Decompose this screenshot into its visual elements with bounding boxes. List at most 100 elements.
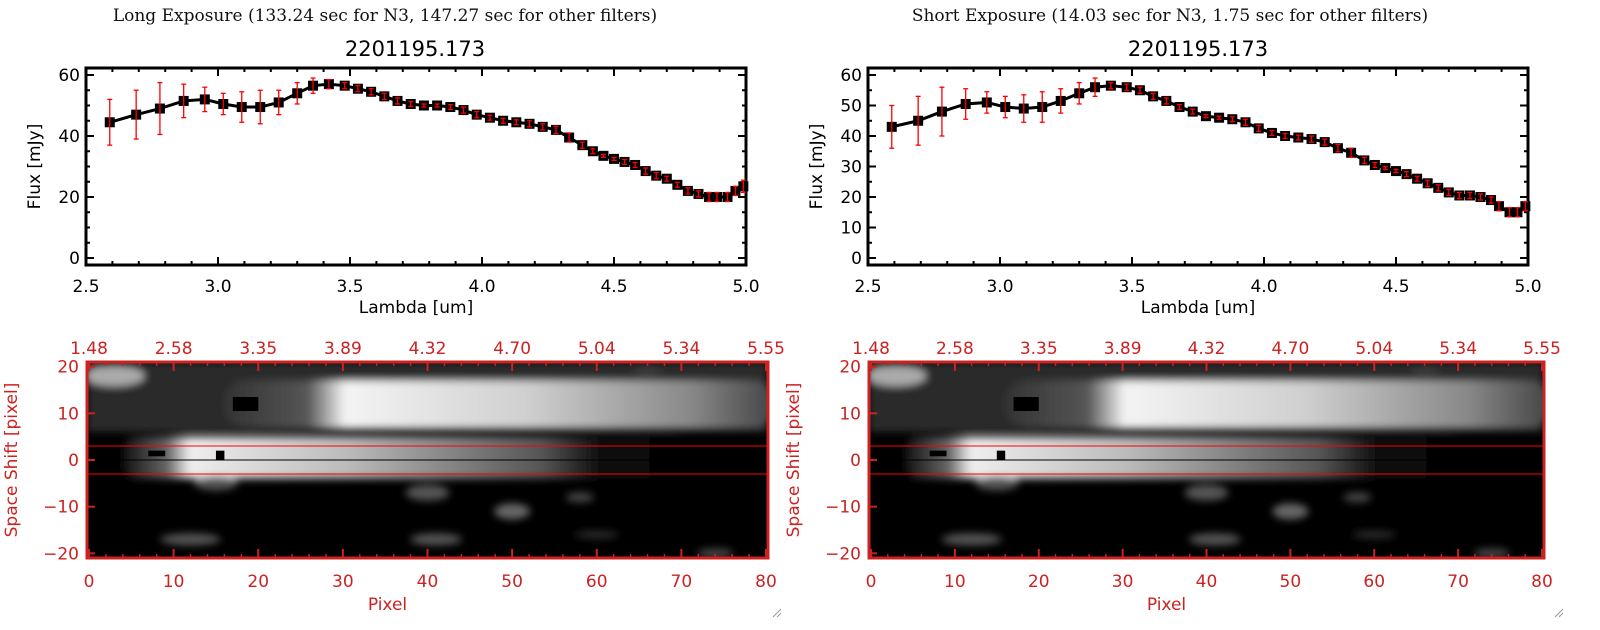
- y-tick-label: 20: [840, 188, 862, 208]
- top-wavelength-label: 5.55: [1523, 339, 1561, 359]
- top-wavelength-label: 3.89: [324, 339, 362, 359]
- target-spectrum-streak: [122, 436, 682, 479]
- x-tick-label: 0: [866, 572, 877, 592]
- y-tick-label: 50: [840, 97, 862, 117]
- x-tick-label: 3.0: [204, 277, 231, 297]
- x-tick-label: 3.5: [336, 277, 363, 297]
- top-wavelength-label: 4.70: [493, 339, 531, 359]
- blob: [1343, 492, 1372, 503]
- top-wavelength-label: 5.04: [1355, 339, 1393, 359]
- blob: [697, 548, 734, 558]
- masked-pixel: [232, 397, 259, 411]
- y-tick-label: 60: [840, 66, 862, 86]
- x-tick-label: 5.0: [1514, 277, 1541, 297]
- resize-grip-icon[interactable]: [770, 606, 782, 618]
- x-tick-label: 70: [1447, 572, 1469, 592]
- y-axis-label: Flux [mJy]: [25, 124, 45, 210]
- x-axis-label: Lambda [um]: [359, 298, 473, 318]
- y-tick-label: 0: [68, 451, 79, 471]
- masked-pixel: [996, 450, 1006, 460]
- y-tick-label: 30: [840, 158, 862, 178]
- upper-spectrum-streak: [224, 380, 768, 428]
- y-tick-label: 10: [840, 219, 862, 239]
- blob: [1410, 366, 1439, 377]
- x-tick-label: 4.0: [468, 277, 495, 297]
- x-tick-label: 60: [586, 572, 608, 592]
- y-tick-label: 60: [58, 66, 80, 86]
- y-tick-label: −20: [825, 544, 861, 564]
- x-tick-label: 30: [1112, 572, 1134, 592]
- object-id-long: 2201195.173: [344, 37, 486, 61]
- top-wavelength-label: 2.58: [155, 339, 193, 359]
- panel-title-short: Short Exposure (14.03 sec for N3, 1.75 s…: [911, 6, 1429, 26]
- masked-pixel: [148, 450, 166, 457]
- blob: [633, 366, 662, 377]
- blob: [1272, 503, 1309, 520]
- blob: [1473, 548, 1510, 558]
- y-tick-label: 20: [839, 358, 861, 378]
- x-axis-label: Lambda [um]: [1141, 298, 1255, 318]
- flux-plot-long: 2.5 3.0 3.5 4.0 4.5 5.0 0 20 40 60 Lambda [um] Flux…: [25, 66, 760, 318]
- x-tick-label: 5.0: [732, 277, 759, 297]
- x-tick-label: 80: [1531, 572, 1553, 592]
- blob: [941, 533, 1002, 546]
- top-wavelength-label: 3.35: [239, 339, 277, 359]
- x-tick-label: 80: [755, 572, 777, 592]
- top-wavelength-label: 1.48: [70, 339, 108, 359]
- y-tick-label: 0: [851, 249, 862, 269]
- spectral-image-long-2d: 0 1.48 10 2.58 20 3.35 30 3.89 40 4.32 50 4.70 60 5.0…: [2, 339, 785, 615]
- y-axis-label: Space Shift [pixel]: [784, 383, 804, 538]
- image-features: [87, 362, 768, 558]
- blob: [87, 366, 145, 386]
- x-tick-label: 10: [944, 572, 966, 592]
- blob: [974, 476, 1019, 491]
- blob: [193, 476, 238, 491]
- blob: [565, 492, 594, 503]
- plot-frame: [866, 66, 1530, 267]
- x-tick-label: 40: [417, 572, 439, 592]
- masked-pixel: [929, 450, 947, 457]
- y-tick-label: 0: [69, 249, 80, 269]
- blob: [1184, 484, 1229, 501]
- y-tick-label: 0: [850, 451, 861, 471]
- top-wavelength-label: 3.35: [1020, 339, 1058, 359]
- blob: [409, 533, 462, 546]
- blob: [869, 366, 927, 386]
- x-tick-label: 40: [1196, 572, 1218, 592]
- top-wavelength-label: 2.58: [936, 339, 974, 359]
- x-tick-label: 3.5: [1118, 277, 1145, 297]
- x-tick-label: 2.5: [72, 277, 99, 297]
- x-axis-label: Pixel: [1147, 595, 1186, 615]
- flux-plot-short: 2.5 3.0 3.5 4.0 4.5 5.0 0 10 20 30 40 50 60 Lambda [u…: [807, 66, 1542, 318]
- blob: [405, 484, 450, 501]
- blob: [160, 533, 221, 546]
- y-tick-label: 40: [840, 127, 862, 147]
- x-tick-label: 60: [1363, 572, 1385, 592]
- top-wavelength-label: 5.34: [662, 339, 700, 359]
- x-tick-label: 4.5: [1382, 277, 1409, 297]
- y-tick-label: −20: [43, 544, 79, 564]
- top-wavelength-label: 1.48: [852, 339, 890, 359]
- top-wavelength-label: 5.04: [578, 339, 616, 359]
- x-tick-label: 20: [247, 572, 269, 592]
- y-tick-label: 10: [57, 404, 79, 424]
- blob: [574, 530, 619, 539]
- upper-spectrum-streak: [1005, 380, 1544, 428]
- y-tick-label: −10: [825, 498, 861, 518]
- y-tick-label: −10: [43, 498, 79, 518]
- y-axis-label: Space Shift [pixel]: [2, 383, 22, 538]
- blob: [1188, 533, 1241, 546]
- spectral-image-short-2d: 0 1.48 10 2.58 20 3.35 30 3.89 40 4.32 50 4.70 60 5.0…: [784, 339, 1561, 615]
- resize-grip-icon[interactable]: [1552, 606, 1564, 618]
- x-tick-label: 10: [163, 572, 185, 592]
- top-wavelength-label: 4.32: [409, 339, 447, 359]
- blob: [1352, 530, 1397, 539]
- x-tick-label: 50: [1280, 572, 1302, 592]
- x-tick-label: 3.0: [986, 277, 1013, 297]
- x-tick-label: 2.5: [854, 277, 881, 297]
- x-tick-label: 0: [84, 572, 95, 592]
- x-tick-label: 20: [1028, 572, 1050, 592]
- x-tick-label: 30: [332, 572, 354, 592]
- x-tick-label: 4.0: [1250, 277, 1277, 297]
